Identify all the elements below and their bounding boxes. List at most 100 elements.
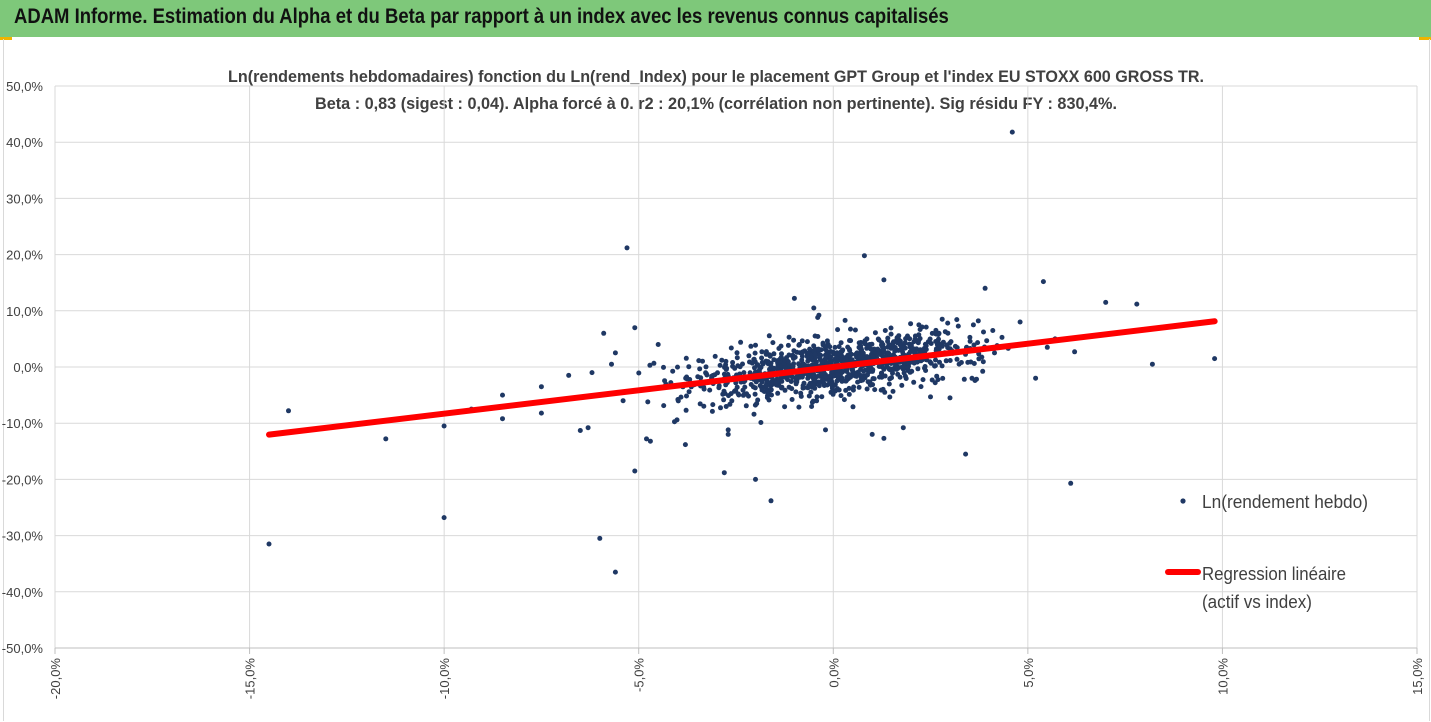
data-point <box>740 387 746 393</box>
data-point <box>948 339 954 345</box>
data-point <box>752 350 758 356</box>
data-point <box>933 327 939 333</box>
data-point <box>882 389 888 395</box>
y-tick-label: -20,0% <box>2 472 44 487</box>
y-tick-label: 10,0% <box>6 304 43 319</box>
data-point <box>767 353 773 359</box>
data-point <box>792 354 798 360</box>
data-point <box>730 360 736 365</box>
data-point <box>823 427 828 433</box>
legend-regression-label-2: (actif vs index) <box>1202 592 1312 612</box>
data-point <box>1212 356 1218 362</box>
data-point <box>899 382 905 388</box>
data-point <box>794 349 800 355</box>
data-point <box>886 381 892 387</box>
legend: Ln(rendement hebdo) Regression linéaire … <box>1165 492 1368 612</box>
data-point <box>937 343 943 349</box>
data-point <box>723 367 729 372</box>
data-point <box>865 372 870 378</box>
data-point <box>770 340 776 346</box>
data-point <box>712 353 718 359</box>
data-point <box>860 376 866 382</box>
data-point <box>753 379 759 385</box>
data-point <box>751 411 757 417</box>
data-point <box>881 277 887 283</box>
data-point <box>824 382 830 388</box>
data-point <box>872 387 878 393</box>
data-point <box>911 339 917 345</box>
data-point <box>697 401 703 407</box>
data-point <box>775 360 781 366</box>
data-point <box>967 338 973 344</box>
data-point <box>907 336 913 342</box>
data-point <box>855 379 861 385</box>
data-point <box>786 334 792 340</box>
data-point <box>858 340 864 345</box>
data-point <box>752 391 758 397</box>
data-point <box>808 389 814 395</box>
y-tick-label: 50,0% <box>6 79 43 94</box>
data-point <box>917 327 923 332</box>
data-point <box>992 350 997 356</box>
data-point <box>686 364 692 370</box>
data-point <box>915 366 921 372</box>
data-point <box>922 364 928 369</box>
data-point <box>828 354 834 360</box>
y-tick-label: 0,0% <box>13 360 43 375</box>
data-point <box>746 353 752 359</box>
data-point <box>937 359 942 365</box>
data-point <box>900 425 906 431</box>
legend-scatter-marker <box>1180 498 1186 504</box>
x-tick-label: -15,0% <box>243 658 258 700</box>
data-point <box>813 360 819 365</box>
data-point <box>940 339 946 345</box>
data-point <box>975 340 981 346</box>
data-point <box>811 343 817 349</box>
data-point <box>967 334 973 340</box>
data-point <box>782 364 788 370</box>
data-point <box>717 362 723 368</box>
data-point <box>963 451 969 457</box>
data-point <box>752 385 758 391</box>
data-point <box>779 378 785 384</box>
data-point <box>920 377 926 383</box>
chart-subtitle: Beta : 0,83 (sigest : 0,04). Alpha forcé… <box>315 94 1117 113</box>
data-point <box>902 341 908 347</box>
data-point <box>886 366 892 372</box>
data-point <box>843 378 849 384</box>
data-point <box>835 372 841 378</box>
data-point <box>845 352 851 358</box>
data-point <box>822 344 828 350</box>
data-point <box>790 375 796 380</box>
data-point <box>1068 480 1074 486</box>
data-point <box>719 357 725 363</box>
data-point <box>1040 279 1046 285</box>
data-point <box>812 385 818 391</box>
data-point <box>721 470 727 476</box>
data-point <box>1033 375 1039 381</box>
data-point <box>796 404 802 410</box>
x-tick-label: -20,0% <box>48 658 63 700</box>
data-point <box>838 340 844 346</box>
data-point <box>980 368 986 374</box>
data-point <box>655 342 661 347</box>
data-point <box>754 401 760 406</box>
data-point <box>703 364 709 370</box>
data-point <box>764 383 770 389</box>
data-point <box>900 349 906 355</box>
data-point <box>800 349 806 355</box>
data-point <box>683 407 689 413</box>
data-point <box>824 338 830 344</box>
data-point <box>990 328 996 333</box>
data-point <box>850 404 856 410</box>
data-point <box>835 350 841 356</box>
data-point <box>793 378 799 384</box>
data-point <box>734 355 740 361</box>
data-point <box>759 379 765 385</box>
data-point <box>828 349 834 354</box>
data-point <box>847 348 853 354</box>
x-tick-label: 5,0% <box>1021 658 1036 688</box>
data-point <box>383 436 389 442</box>
data-point <box>908 321 914 327</box>
data-point <box>851 384 857 390</box>
